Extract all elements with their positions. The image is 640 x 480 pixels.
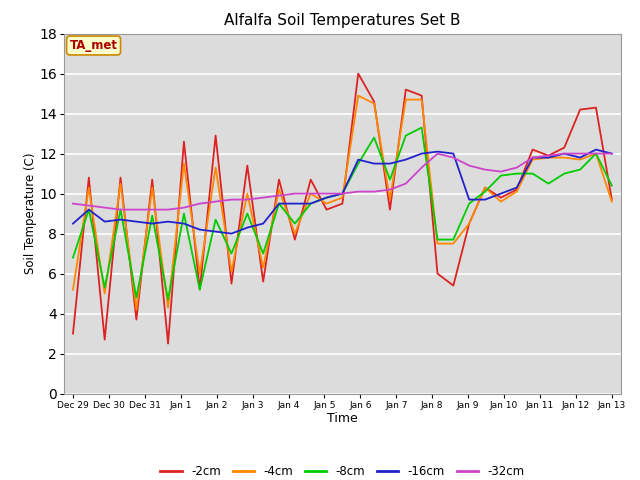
Title: Alfalfa Soil Temperatures Set B: Alfalfa Soil Temperatures Set B [224,13,461,28]
Text: TA_met: TA_met [70,39,118,52]
X-axis label: Time: Time [327,412,358,425]
Y-axis label: Soil Temperature (C): Soil Temperature (C) [24,153,36,275]
Legend: -2cm, -4cm, -8cm, -16cm, -32cm: -2cm, -4cm, -8cm, -16cm, -32cm [156,461,529,480]
